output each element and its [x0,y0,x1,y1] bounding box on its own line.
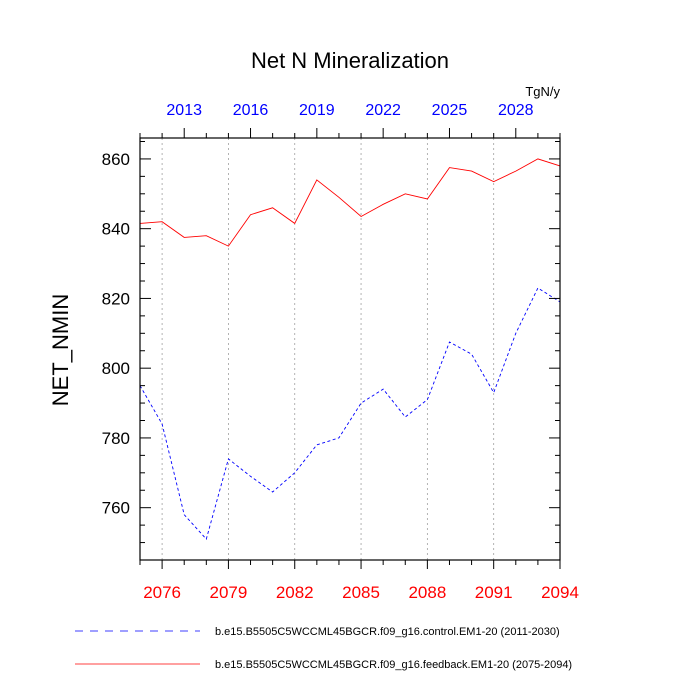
units-label: TgN/y [525,84,560,99]
top-tick-label: 2025 [432,102,468,119]
plot-frame [139,137,561,561]
series-group [139,158,561,541]
top-tick-label: 2019 [299,102,335,119]
series-line-control [139,287,561,541]
bottom-tick-label: 2076 [143,583,181,602]
legend-label-control: b.e15.B5505C5WCCML45BGCR.f09_g16.control… [215,626,560,638]
top-x-axis: 2013 2016 2019 2022 2025 2028 [139,102,561,138]
y-axis: 760 780 800 820 840 860 [102,140,560,561]
y-tick-label: 820 [102,289,130,308]
bottom-tick-label: 2082 [276,583,314,602]
top-tick-label: 2013 [166,102,202,119]
bottom-tick-label: 2085 [342,583,380,602]
bottom-tick-label: 2094 [541,583,579,602]
y-tick-label: 800 [102,359,130,378]
legend-label-feedback: b.e15.B5505C5WCCML45BGCR.f09_g16.feedbac… [215,659,572,671]
top-tick-label: 2022 [365,102,401,119]
top-tick-label: 2016 [233,102,269,119]
top-tick-label: 2028 [498,102,534,119]
bottom-tick-label: 2088 [408,583,446,602]
bottom-tick-label: 2091 [475,583,513,602]
grid-lines [161,138,561,560]
y-tick-label: 840 [102,220,130,239]
y-tick-label: 760 [102,499,130,518]
y-tick-label: 860 [102,150,130,169]
legend: b.e15.B5505C5WCCML45BGCR.f09_g16.control… [75,626,572,671]
bottom-x-axis: 2076 2079 2082 2085 2088 2091 2094 [139,560,579,602]
bottom-tick-label: 2079 [210,583,248,602]
chart-title: Net N Mineralization [251,48,449,73]
series-line-feedback [139,158,561,247]
y-axis-label: NET_NMIN [48,294,73,406]
y-tick-label: 780 [102,429,130,448]
